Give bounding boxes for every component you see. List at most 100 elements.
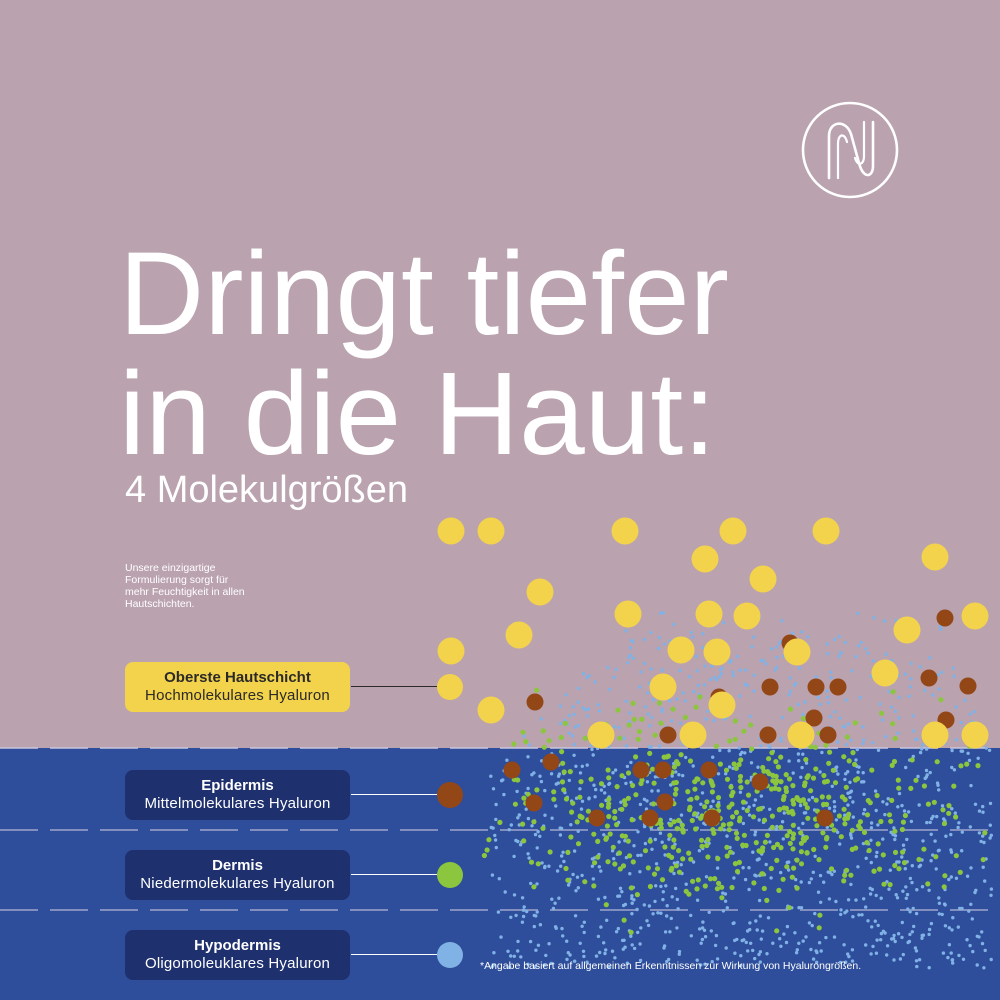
oligo-molecule-dot <box>938 625 942 629</box>
oligo-molecule-dot <box>558 833 563 837</box>
oligo-molecule-dot <box>590 747 594 752</box>
oligo-molecule-dot <box>910 930 914 934</box>
low-molecule-dot <box>631 716 638 723</box>
oligo-molecule-dot <box>568 953 572 957</box>
oligo-molecule-dot <box>701 920 705 924</box>
low-molecule-dot <box>816 925 822 931</box>
oligo-molecule-dot <box>798 803 803 808</box>
connector-line <box>351 874 438 875</box>
oligo-molecule-dot <box>638 685 642 689</box>
low-molecule-dot <box>679 827 686 833</box>
oligo-molecule-dot <box>695 958 699 962</box>
low-molecule-dot <box>497 819 503 826</box>
oligo-molecule-dot <box>752 689 756 693</box>
low-molecule-dot <box>730 814 736 820</box>
oligo-molecule-dot <box>950 928 954 932</box>
oligo-molecule-dot <box>887 689 891 694</box>
low-molecule-dot <box>621 798 628 804</box>
low-molecule-dot <box>698 815 704 821</box>
oligo-molecule-dot <box>728 660 732 664</box>
low-molecule-dot <box>769 824 776 831</box>
oligo-molecule-dot <box>556 781 560 785</box>
low-molecule-dot <box>745 792 752 798</box>
low-molecule-dot <box>953 814 959 820</box>
oligo-molecule-dot <box>620 890 624 894</box>
oligo-molecule-dot <box>780 820 785 824</box>
oligo-molecule-dot <box>520 896 525 900</box>
low-molecule-dot <box>694 795 700 801</box>
oligo-molecule-dot <box>638 802 643 807</box>
low-molecule-dot <box>852 761 858 768</box>
oligo-molecule-dot <box>710 664 714 668</box>
oligo-molecule-dot <box>639 926 643 930</box>
oligo-molecule-dot <box>871 741 875 745</box>
low-molecule-dot <box>846 758 852 764</box>
oligo-molecule-dot <box>580 873 584 878</box>
oligo-molecule-dot <box>618 886 623 890</box>
oligo-molecule-dot <box>794 877 798 882</box>
oligo-molecule-dot <box>725 834 729 838</box>
oligo-molecule-dot <box>622 736 626 740</box>
oligo-molecule-dot <box>723 892 728 896</box>
oligo-molecule-dot <box>861 812 866 816</box>
low-molecule-dot <box>753 840 759 846</box>
oligo-molecule-dot <box>582 954 586 959</box>
oligo-molecule-dot <box>527 743 531 747</box>
oligo-molecule-dot <box>489 774 493 778</box>
low-molecule-dot <box>702 804 708 810</box>
oligo-molecule-dot <box>704 875 709 879</box>
low-molecule-dot <box>823 742 829 748</box>
oligo-molecule-dot <box>801 939 805 943</box>
low-molecule-dot <box>756 806 762 812</box>
oligo-molecule-dot <box>759 744 763 748</box>
oligo-molecule-dot <box>630 943 634 947</box>
low-molecule-dot <box>749 746 755 752</box>
low-molecule-dot <box>750 814 757 820</box>
oligo-molecule-dot <box>874 951 879 955</box>
low-molecule-dot <box>727 738 733 744</box>
low-molecule-dot <box>729 792 735 799</box>
oligo-molecule-dot <box>576 700 580 704</box>
oligo-molecule-dot <box>936 849 941 853</box>
oligo-molecule-dot <box>724 946 728 950</box>
oligo-molecule-dot <box>967 758 972 763</box>
high-molecule-dot <box>477 696 505 724</box>
low-molecule-dot <box>639 716 645 723</box>
oligo-molecule-dot <box>851 915 855 919</box>
oligo-molecule-dot <box>799 775 803 779</box>
low-molecule-dot <box>764 832 771 839</box>
low-molecule-dot <box>821 801 827 808</box>
oligo-molecule-dot <box>582 930 586 935</box>
oligo-molecule-dot <box>856 611 860 616</box>
high-molecule-dot <box>667 636 695 664</box>
oligo-molecule-dot <box>689 934 693 938</box>
high-molecule-dot <box>812 517 840 545</box>
oligo-molecule-dot <box>689 913 693 918</box>
oligo-molecule-dot <box>746 949 750 953</box>
low-molecule-dot <box>620 863 627 869</box>
oligo-molecule-dot <box>671 622 676 627</box>
oligo-molecule-dot <box>509 823 513 827</box>
oligo-molecule-dot <box>846 952 850 956</box>
oligo-molecule-dot <box>573 914 578 918</box>
low-molecule-dot <box>890 721 896 727</box>
oligo-molecule-dot <box>577 686 581 691</box>
low-molecule-dot <box>795 797 801 803</box>
oligo-molecule-dot <box>499 935 503 939</box>
oligo-molecule-dot <box>951 666 955 670</box>
low-molecule-dot <box>694 886 700 892</box>
oligo-molecule-dot <box>984 746 988 750</box>
oligo-molecule-dot <box>768 840 772 844</box>
oligo-molecule-dot <box>873 919 877 923</box>
oligo-molecule-dot <box>869 952 873 956</box>
oligo-molecule-dot <box>578 787 582 791</box>
oligo-molecule-dot <box>803 700 807 704</box>
oligo-molecule-dot <box>636 930 640 935</box>
low-molecule-dot <box>850 750 856 756</box>
low-molecule-dot <box>738 784 744 791</box>
low-molecule-dot <box>615 707 621 713</box>
medium-molecule-dot <box>759 726 777 744</box>
oligo-molecule-dot <box>879 938 883 942</box>
oligo-molecule-dot <box>917 958 922 962</box>
oligo-molecule-dot <box>895 860 899 864</box>
